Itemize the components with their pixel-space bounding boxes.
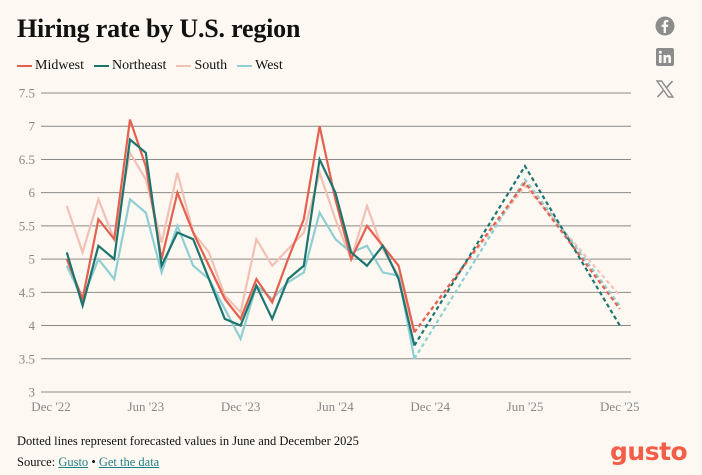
- x-tick-label: Jun '23: [127, 399, 164, 414]
- facebook-share-button[interactable]: [655, 16, 675, 36]
- forecast-line-northeast: [413, 163, 621, 347]
- y-tick-label: 6: [29, 185, 36, 200]
- source-label: Source:: [17, 455, 56, 469]
- x-tick-label: Dec '24: [410, 399, 450, 414]
- legend-label: West: [255, 58, 283, 73]
- y-axis-ticks: 3 3.5 4 4.5 5 5.5 6 6.5 7 7.5: [19, 86, 36, 400]
- y-tick-label: 5: [29, 252, 36, 267]
- source-line: Source: Gusto • Get the data: [17, 455, 159, 470]
- legend-swatch-midwest: [17, 65, 32, 67]
- facebook-icon: [655, 16, 675, 36]
- line-chart: 33.544.555.566.577.5 Dec '22 Jun '23 Dec '…: [19, 86, 640, 415]
- gusto-logo: gusto: [610, 437, 688, 466]
- y-tick-label: 7: [29, 119, 36, 134]
- x-tick-label: Dec '22: [31, 399, 71, 414]
- x-tick-label: Dec '25: [600, 399, 640, 414]
- y-tick-label: 5.5: [19, 218, 35, 233]
- series-line-northeast: [65, 137, 416, 346]
- legend-item-south: South: [176, 58, 227, 74]
- forecast-line-midwest: [413, 180, 621, 333]
- legend-swatch-west: [237, 65, 253, 67]
- source-link-gusto[interactable]: Gusto: [58, 455, 89, 469]
- legend-swatch-northeast: [94, 65, 109, 67]
- legend: Midwest Northeast South West: [17, 58, 283, 74]
- x-tick-label: Jun '25: [507, 399, 544, 414]
- x-axis-ticks: Dec '22 Jun '23 Dec '23 Jun '24 Dec '24 Jun '…: [31, 399, 639, 414]
- separator: •: [91, 455, 96, 469]
- y-tick-label: 4.5: [19, 285, 35, 300]
- linkedin-icon: [656, 48, 674, 66]
- legend-swatch-south: [176, 65, 192, 67]
- legend-label: Midwest: [35, 58, 84, 73]
- footnote: Dotted lines represent forecasted values…: [17, 434, 359, 448]
- x-tick-label: Jun '24: [317, 399, 354, 414]
- legend-item-northeast: Northeast: [94, 58, 166, 74]
- forecast-line-south: [413, 184, 621, 333]
- legend-item-midwest: Midwest: [17, 58, 84, 74]
- chart-title: Hiring rate by U.S. region: [17, 14, 301, 43]
- series-line-midwest: [65, 119, 416, 333]
- series-lines: [65, 119, 621, 360]
- legend-label: Northeast: [112, 58, 167, 73]
- y-tick-label: 4: [29, 318, 36, 333]
- linkedin-share-button[interactable]: [655, 48, 675, 66]
- forecast-line-west: [413, 177, 621, 360]
- y-tick-label: 3: [29, 385, 36, 400]
- x-share-button[interactable]: [655, 80, 675, 98]
- legend-label: South: [194, 58, 228, 73]
- y-tick-label: 7.5: [19, 86, 35, 101]
- x-twitter-icon: [656, 80, 674, 98]
- legend-item-west: West: [237, 58, 283, 74]
- get-the-data-link[interactable]: Get the data: [98, 455, 160, 469]
- y-tick-label: 6.5: [19, 152, 35, 167]
- x-tick-label: Dec '23: [221, 399, 261, 414]
- y-tick-label: 3.5: [19, 351, 35, 366]
- series-line-south: [65, 149, 416, 333]
